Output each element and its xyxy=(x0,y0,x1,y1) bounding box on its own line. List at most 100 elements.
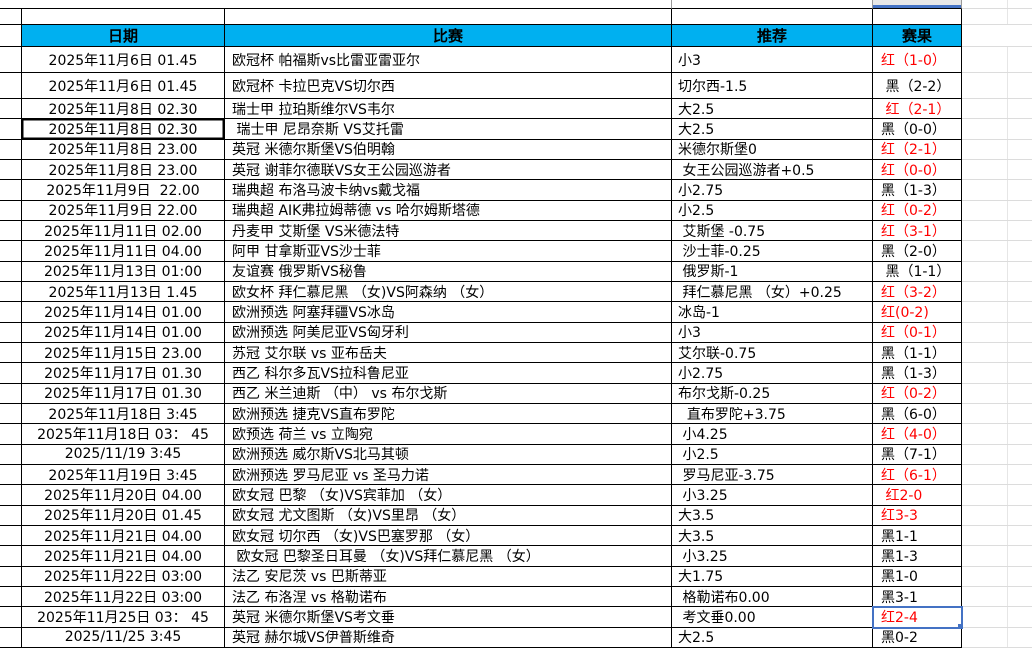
cell-rowmargin[interactable] xyxy=(0,261,22,282)
cell-tip[interactable]: 小3.25 xyxy=(672,485,873,506)
cell-empty[interactable] xyxy=(962,526,1032,547)
cell-result[interactable]: 红（2-1） xyxy=(873,99,962,120)
cell-result[interactable]: 红（2-1） xyxy=(873,139,962,160)
cell-empty[interactable] xyxy=(962,73,1032,99)
top-cutoff-cell[interactable] xyxy=(962,0,1032,9)
cell-date[interactable]: 2025年11月22日 03:00 xyxy=(22,566,225,587)
cell-tip[interactable]: 小4.25 xyxy=(672,424,873,445)
cell-match[interactable]: 英冠 米德尔斯堡VS伯明翰 xyxy=(225,139,672,160)
cell-match[interactable]: 苏冠 艾尔联 vs 亚布岳夫 xyxy=(225,342,672,364)
cell-result[interactable]: 黑1-0 xyxy=(873,566,962,587)
cell-empty[interactable] xyxy=(962,485,1032,506)
cell-result[interactable]: 黑（2-2） xyxy=(873,73,962,99)
cell-match[interactable]: 法乙 安尼茨 vs 巴斯蒂亚 xyxy=(225,566,672,587)
cell-result[interactable]: 红（4-0） xyxy=(873,424,962,445)
header-cell-date[interactable]: 日期 xyxy=(22,25,225,47)
cell-empty[interactable] xyxy=(962,99,1032,120)
top-cutoff-cell[interactable] xyxy=(0,0,672,9)
cell-rowmargin[interactable] xyxy=(0,302,22,323)
cell-tip[interactable]: 小3 xyxy=(672,322,873,343)
cell-tip[interactable]: 直布罗陀+3.75 xyxy=(672,403,873,425)
empty-cell[interactable] xyxy=(0,9,22,25)
cell-tip[interactable]: 冰岛-1 xyxy=(672,302,873,323)
empty-cell[interactable] xyxy=(873,9,962,25)
cell-tip[interactable]: 女王公园巡游者+0.5 xyxy=(672,159,873,181)
cell-rowmargin[interactable] xyxy=(0,566,22,587)
cell-empty[interactable] xyxy=(962,47,1032,73)
cell-empty[interactable] xyxy=(962,465,1032,486)
cell-match[interactable]: 欧洲预选 阿塞拜疆VS冰岛 xyxy=(225,302,672,323)
top-cutoff-cell-highlighted[interactable] xyxy=(873,0,962,9)
cell-date[interactable]: 2025年11月11日 02.00 xyxy=(22,220,225,242)
cell-result[interactable]: 黑1-3 xyxy=(873,546,962,567)
cell-rowmargin[interactable] xyxy=(0,383,22,404)
cell-tip[interactable]: 罗马尼亚-3.75 xyxy=(672,464,873,486)
cell-result[interactable]: 红3-3 xyxy=(873,505,962,526)
cell-tip[interactable]: 小3.25 xyxy=(672,546,873,567)
cell-date[interactable]: 2025年11月18日 3:45 xyxy=(22,403,225,425)
cell-result[interactable]: 黑（0-0） xyxy=(873,119,962,140)
cell-rowmargin[interactable] xyxy=(0,241,22,262)
cell-match[interactable]: 瑞典超 布洛马波卡纳vs戴戈福 xyxy=(225,180,672,201)
cell-date[interactable]: 2025年11月6日 01.45 xyxy=(22,73,225,99)
cell-match[interactable]: 欧女冠 切尔西 （女)VS巴塞罗那 （女） xyxy=(225,525,672,547)
cell-date[interactable]: 2025年11月9日 22.00 xyxy=(22,200,225,221)
cell-match[interactable]: 欧预选 荷兰 vs 立陶宛 xyxy=(225,424,672,445)
cell-rowmargin[interactable] xyxy=(0,159,22,181)
cell-empty[interactable] xyxy=(962,546,1032,567)
cell-match[interactable]: 英冠 赫尔城VS伊普斯维奇 xyxy=(225,627,672,648)
cell-rowmargin[interactable] xyxy=(0,607,22,628)
cell-match[interactable]: 英冠 谢菲尔德联VS女王公园巡游者 xyxy=(225,159,672,181)
cell-tip[interactable]: 拜仁慕尼黑 （女）+0.25 xyxy=(672,281,873,303)
cell-tip[interactable]: 小3 xyxy=(672,47,873,73)
empty-cell[interactable] xyxy=(22,9,225,25)
cell-empty[interactable] xyxy=(962,445,1032,465)
cell-rowmargin[interactable] xyxy=(0,220,22,242)
cell-rowmargin[interactable] xyxy=(0,47,22,73)
cell-rowmargin[interactable] xyxy=(0,627,22,648)
cell-tip[interactable]: 小2.75 xyxy=(672,180,873,201)
cell-match[interactable]: 丹麦甲 艾斯堡 VS米德法特 xyxy=(225,220,672,242)
cell-date[interactable]: 2025年11月20日 04.00 xyxy=(22,485,225,506)
cell-tip[interactable]: 布尔戈斯-0.25 xyxy=(672,383,873,404)
cell-date[interactable]: 2025/11/19 3:45 xyxy=(22,444,225,465)
cell-date[interactable]: 2025年11月13日 01:00 xyxy=(22,261,225,282)
cell-tip[interactable]: 小2.5 xyxy=(672,200,873,221)
cell-empty[interactable] xyxy=(962,628,1032,648)
cell-tip[interactable]: 米德尔斯堡0 xyxy=(672,139,873,160)
cell-result[interactable]: 黑（1-3） xyxy=(873,363,962,384)
cell-empty[interactable] xyxy=(962,506,1032,526)
top-cutoff-cell[interactable] xyxy=(672,0,873,9)
cell-match[interactable]: 欧女冠 巴黎圣日耳曼 （女)VS拜仁慕尼黑 （女） xyxy=(225,546,672,567)
cell-rowmargin[interactable] xyxy=(0,424,22,445)
cell-date[interactable]: 2025年11月22日 03:00 xyxy=(22,586,225,608)
cell-empty[interactable] xyxy=(962,607,1032,628)
cell-rowmargin[interactable] xyxy=(0,505,22,526)
cell-date[interactable]: 2025年11月15日 23.00 xyxy=(22,342,225,364)
cell-empty[interactable] xyxy=(962,180,1032,201)
cell-tip[interactable]: 大3.5 xyxy=(672,505,873,526)
cell-date[interactable]: 2025年11月6日 01.45 xyxy=(22,47,225,73)
cell-tip[interactable]: 大2.5 xyxy=(672,627,873,648)
cell-result[interactable]: 红(0-2) xyxy=(873,302,962,323)
cell-result[interactable]: 黑（1-3） xyxy=(873,180,962,201)
cell-rowmargin[interactable] xyxy=(0,363,22,384)
cell-date[interactable]: 2025年11月8日 02.30 xyxy=(22,99,225,120)
header-cell-match[interactable]: 比赛 xyxy=(225,25,672,47)
cell-empty[interactable] xyxy=(962,384,1032,404)
cell-match[interactable]: 法乙 布洛涅 vs 格勒诺布 xyxy=(225,586,672,608)
cell-match[interactable]: 西乙 科尔多瓦VS拉科鲁尼亚 xyxy=(225,363,672,384)
cell-tip[interactable]: 俄罗斯-1 xyxy=(672,261,873,282)
cell-result[interactable]: 黑3-1 xyxy=(873,586,962,608)
cell-result[interactable]: 红（0-2） xyxy=(873,200,962,221)
cell-empty[interactable] xyxy=(962,323,1032,343)
cell-rowmargin[interactable] xyxy=(0,73,22,99)
cell-match[interactable]: 瑞士甲 尼昂奈斯 VS艾托雷 xyxy=(225,119,672,140)
cell-date[interactable]: 2025年11月9日 22.00 xyxy=(22,180,225,201)
cell-result[interactable]: 红2-0 xyxy=(873,485,962,506)
cell-date[interactable]: 2025年11月8日 23.00 xyxy=(22,139,225,160)
cell-result[interactable]: 黑（7-1） xyxy=(873,444,962,465)
cell-date[interactable]: 2025/11/25 3:45 xyxy=(22,627,225,648)
cell-rowmargin[interactable] xyxy=(0,403,22,425)
cell-date[interactable]: 2025年11月17日 01.30 xyxy=(22,363,225,384)
